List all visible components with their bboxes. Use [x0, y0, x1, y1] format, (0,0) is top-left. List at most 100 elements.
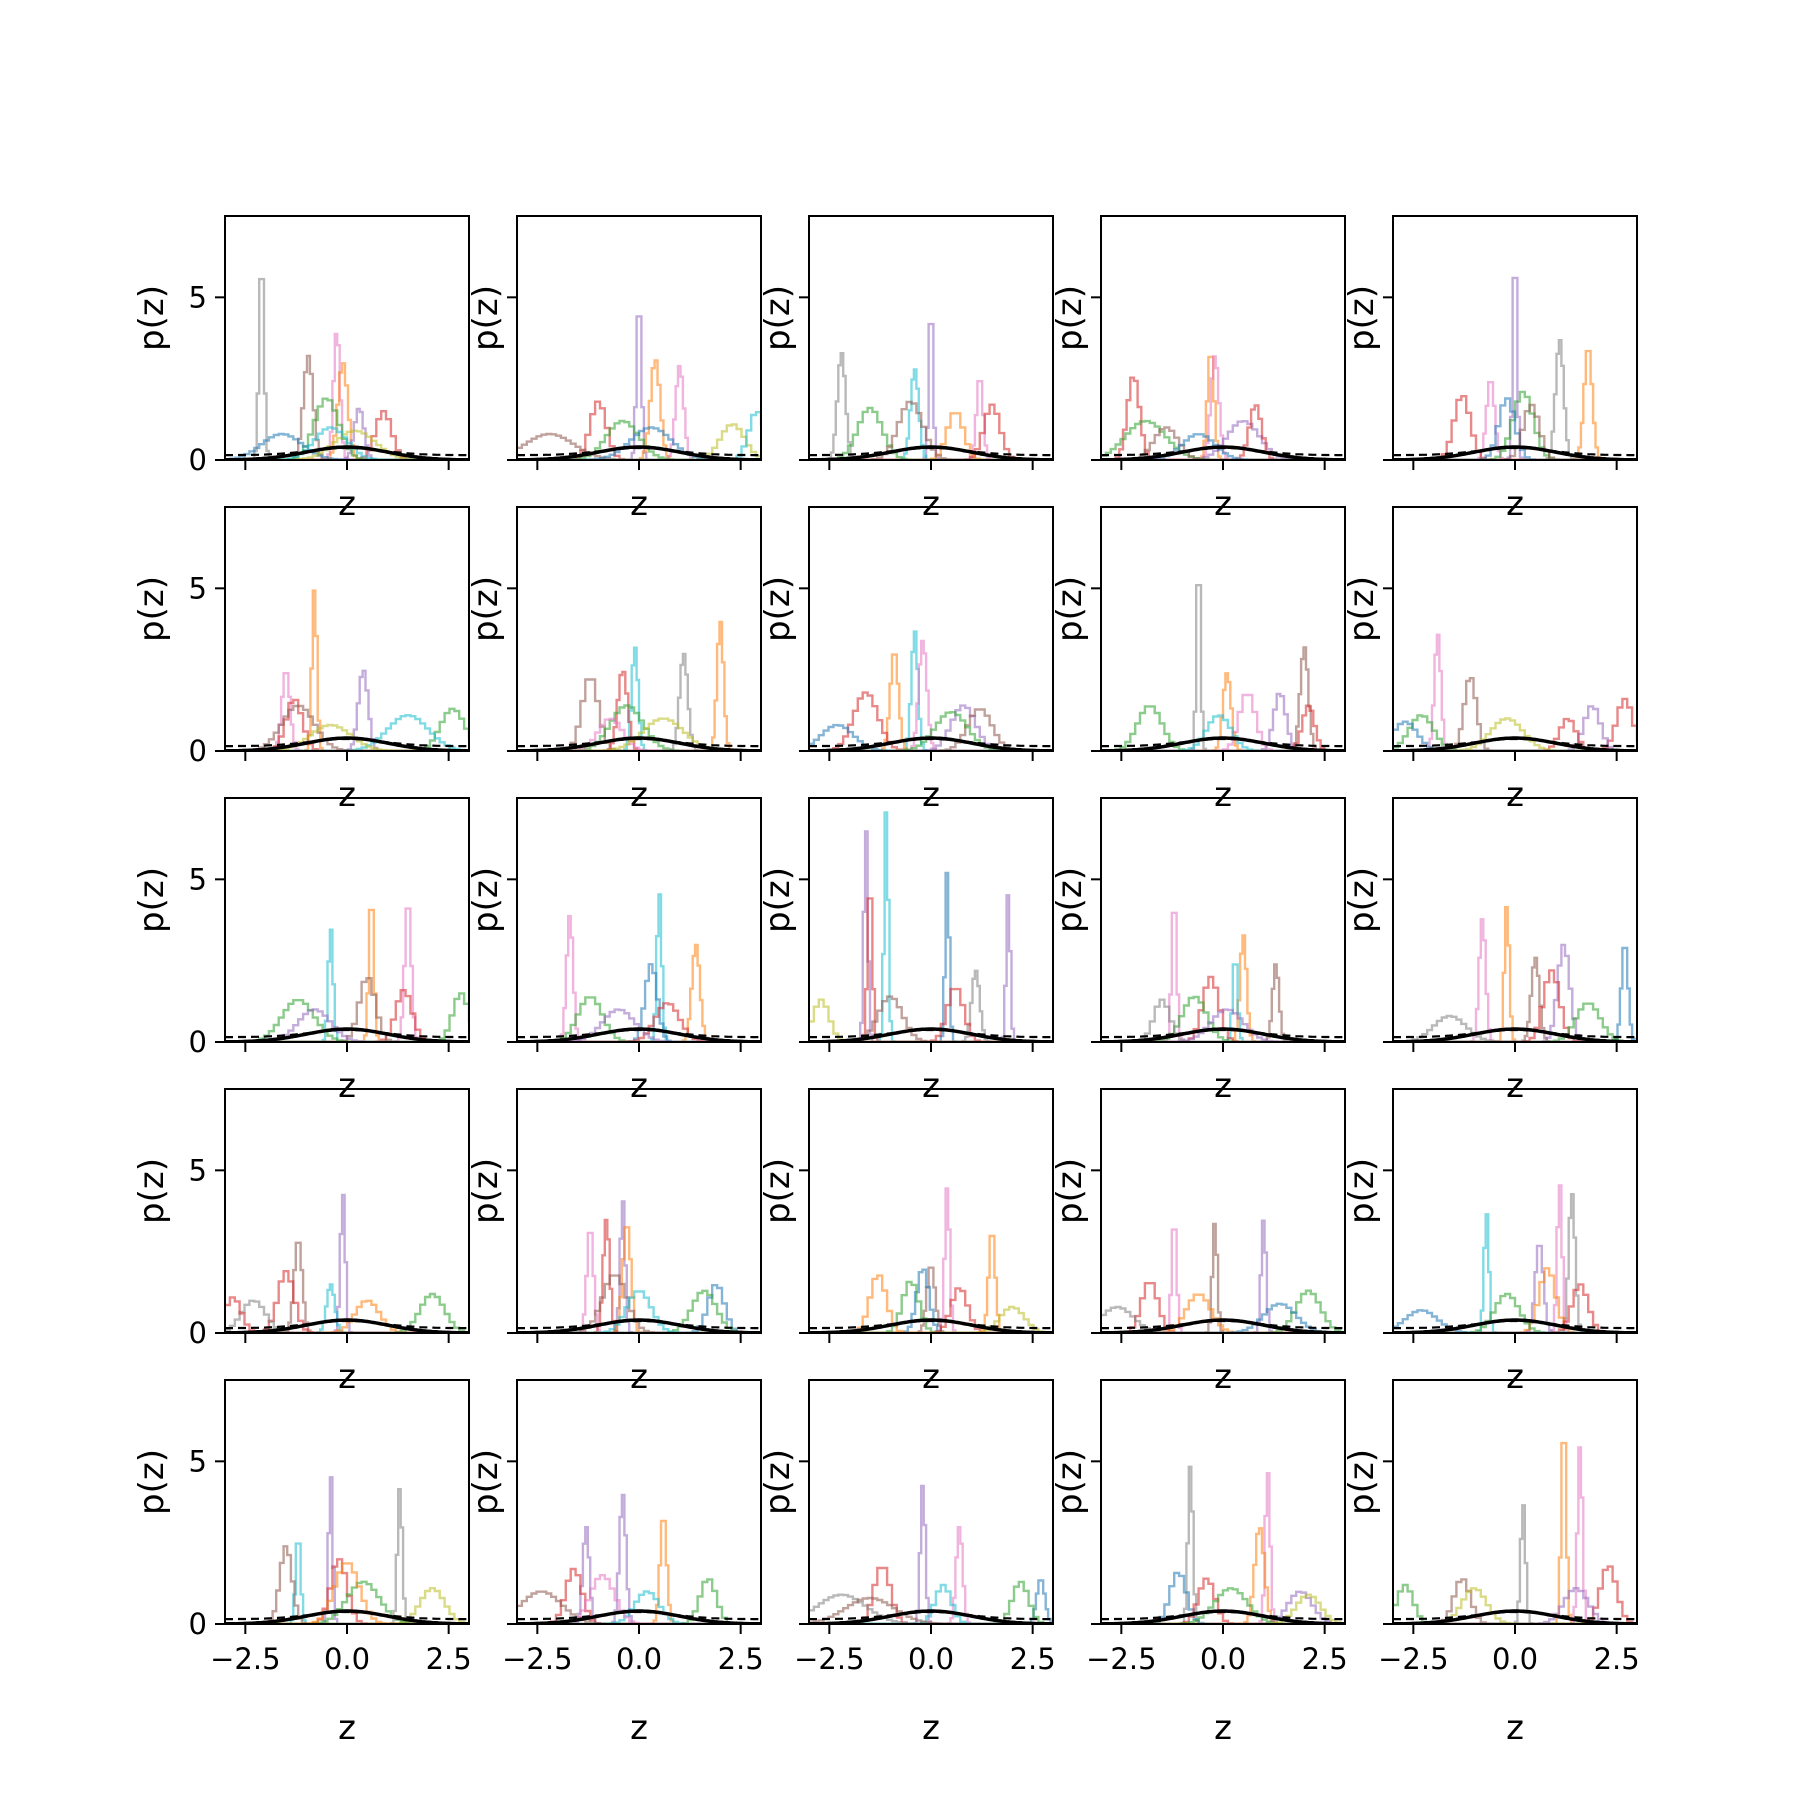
series-curve	[225, 669, 469, 751]
series-curve	[1393, 714, 1637, 751]
subplot-13: z p(z)	[758, 797, 1054, 1106]
y-axis-label: p(z)	[1050, 285, 1090, 351]
plot-area	[225, 277, 469, 460]
y-tick-label: 5	[189, 571, 207, 605]
series-curve	[809, 352, 1053, 460]
series-curve	[225, 707, 469, 751]
aggregate-density-line	[1101, 737, 1345, 748]
series-curve	[1393, 390, 1637, 460]
x-tick-label: 0.0	[908, 1642, 954, 1676]
y-tick-label: 0	[189, 443, 207, 477]
series-curve	[225, 1299, 469, 1333]
series-curve	[225, 1193, 469, 1333]
x-axis-label: z	[630, 1066, 648, 1106]
x-tick-label: −2.5	[210, 1642, 280, 1676]
series-curve	[809, 1579, 1053, 1624]
series-curve	[517, 1290, 761, 1333]
series-curve	[1393, 1565, 1637, 1624]
subplot-16: z 0 5 p(z)	[132, 1088, 470, 1397]
series-curve	[809, 1280, 1053, 1333]
y-axis-label: p(z)	[466, 867, 506, 933]
aggregate-density-line	[809, 737, 1053, 748]
series-curve	[225, 1299, 469, 1333]
subplot-22: −2.5 0.0 2.5 z p(z)	[466, 1379, 764, 1748]
series-curve	[1393, 1583, 1637, 1624]
x-axis-label: z	[1214, 1357, 1232, 1397]
subplot-25: −2.5 0.0 2.5 z p(z)	[1342, 1379, 1640, 1748]
aggregate-density-line	[1393, 737, 1637, 748]
subplot-5: z p(z)	[1342, 215, 1638, 524]
subplot-19: z p(z)	[1050, 1088, 1346, 1397]
y-axis-label: p(z)	[132, 576, 172, 642]
subplot-23: −2.5 0.0 2.5 z p(z)	[758, 1379, 1056, 1748]
series-curve	[225, 362, 469, 460]
x-tick-label: −2.5	[794, 1642, 864, 1676]
x-axis-label: z	[1506, 1066, 1524, 1106]
aggregate-density-line	[517, 1319, 761, 1330]
y-axis-label: p(z)	[758, 867, 798, 933]
x-tick-label: 0.0	[324, 1642, 370, 1676]
series-curve	[517, 963, 761, 1042]
y-tick-label: 0	[189, 734, 207, 768]
aggregate-density-line	[225, 737, 469, 748]
y-tick-label: 5	[189, 1153, 207, 1187]
y-axis-label: p(z)	[1342, 867, 1382, 933]
aggregate-density-line	[517, 737, 761, 748]
y-axis-label: p(z)	[1050, 576, 1090, 642]
series-curve	[809, 630, 1053, 751]
series-curve	[809, 1266, 1053, 1333]
panel-grid: z05p(z)zp(z)zp(z)zp(z)zp(z)z05p(z)zp(z)z…	[132, 215, 1640, 1748]
y-tick-label: 0	[189, 1025, 207, 1059]
y-axis-label: p(z)	[758, 576, 798, 642]
x-axis-label: z	[922, 775, 940, 815]
series-curve	[1393, 397, 1637, 460]
y-axis-label: p(z)	[132, 867, 172, 933]
y-axis-label: p(z)	[758, 1158, 798, 1224]
series-curve	[225, 277, 469, 460]
series-curve	[1101, 1305, 1345, 1333]
series-curve	[225, 1562, 469, 1624]
y-tick-label: 5	[189, 862, 207, 896]
subplot-7: z p(z)	[466, 506, 762, 815]
subplot-4: z p(z)	[1050, 215, 1346, 524]
series-curve	[1393, 705, 1637, 751]
x-axis-label: z	[1506, 775, 1524, 815]
x-tick-label: 2.5	[1302, 1642, 1348, 1676]
subplot-9: z p(z)	[1050, 506, 1346, 815]
series-curve	[225, 1283, 469, 1333]
subplot-1: z 0 5 p(z)	[132, 215, 470, 524]
series-curve	[809, 1484, 1053, 1624]
series-curve	[517, 315, 761, 460]
y-tick-label: 5	[189, 280, 207, 314]
x-tick-label: 2.5	[718, 1642, 764, 1676]
x-axis-label: z	[338, 1357, 356, 1397]
y-axis-label: p(z)	[466, 1449, 506, 1515]
series-curve	[809, 1580, 1053, 1624]
subplot-2: z p(z)	[466, 215, 762, 524]
subplot-10: z p(z)	[1342, 506, 1638, 815]
series-curve	[809, 412, 1053, 460]
series-curve	[1393, 633, 1637, 751]
aggregate-density-line	[1393, 446, 1637, 457]
y-axis-label: p(z)	[132, 1449, 172, 1515]
subplot-3: z p(z)	[758, 215, 1054, 524]
x-axis-label: z	[922, 1066, 940, 1106]
x-axis-label: z	[338, 775, 356, 815]
series-curve	[1101, 672, 1345, 751]
x-axis-label: z	[922, 1708, 940, 1748]
series-curve	[809, 987, 1053, 1042]
aggregate-density-line	[1393, 1319, 1637, 1330]
series-curve	[1393, 1309, 1637, 1333]
x-tick-label: −2.5	[1378, 1642, 1448, 1676]
series-curve	[517, 359, 761, 460]
x-tick-label: 2.5	[1010, 1642, 1056, 1676]
series-curve	[517, 646, 761, 751]
series-curve	[225, 1296, 469, 1333]
series-curve	[225, 332, 469, 460]
series-curve	[1393, 956, 1637, 1042]
series-curve	[225, 1558, 469, 1624]
x-axis-label: z	[630, 484, 648, 524]
aggregate-density-line	[809, 1610, 1053, 1621]
series-curve	[1101, 714, 1345, 751]
